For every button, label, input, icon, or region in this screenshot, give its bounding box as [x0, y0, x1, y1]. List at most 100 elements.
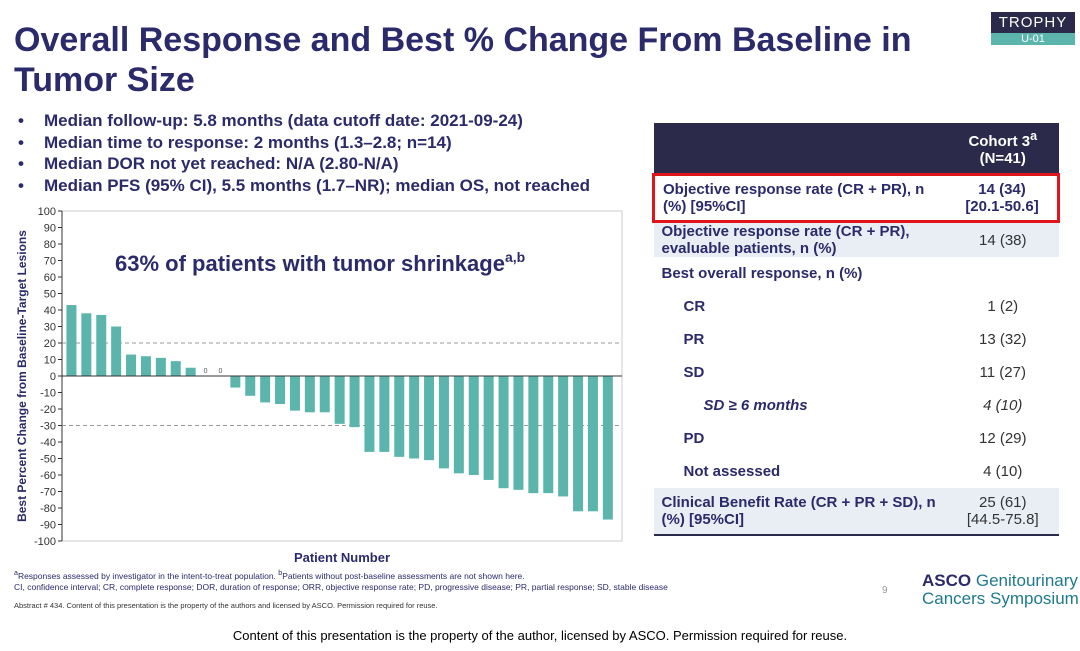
bar — [513, 376, 524, 490]
bar — [349, 376, 360, 428]
table-row: SD ≥ 6 months 4 (10) — [654, 389, 1059, 422]
y-tick-label: 30 — [44, 322, 56, 334]
bar — [185, 367, 196, 376]
cohort-label: Cohort 3 — [968, 133, 1031, 150]
bar — [155, 357, 166, 376]
asco-line2: Cancers Symposium — [922, 589, 1079, 608]
bar — [111, 326, 122, 376]
slide-title: Overall Response and Best % Change From … — [14, 21, 912, 99]
row-value: 11 (27) — [947, 356, 1059, 389]
footer: Content of this presentation is the prop… — [232, 628, 848, 643]
bar — [260, 376, 271, 403]
row-label: PD — [683, 430, 705, 447]
bullet: Median time to response: 2 months (1.3–2… — [18, 132, 590, 154]
table-row: PD 12 (29) — [654, 422, 1059, 455]
bar — [319, 376, 330, 413]
row-label: Clinical Benefit Rate (CR + PR + SD), n … — [653, 488, 947, 536]
y-tick-label: 50 — [44, 289, 56, 301]
row-value: 14 (34) [20.1-50.6] — [947, 173, 1060, 223]
asco-line1: Genitourinary — [975, 571, 1078, 590]
value: 4 (10) — [983, 463, 1023, 480]
y-tick-label: -30 — [40, 421, 56, 433]
footnotes: aResponses assessed by investigator in t… — [14, 568, 668, 593]
bar — [170, 361, 181, 376]
bar — [394, 376, 405, 457]
row-label: CR — [683, 298, 706, 315]
footnote-line: aResponses assessed by investigator in t… — [14, 568, 668, 582]
x-axis-label: Patient Number — [294, 550, 390, 565]
value: 12 (29) — [978, 430, 1027, 447]
row-label: SD — [683, 364, 705, 381]
row-label: Best overall response, n (%) — [661, 265, 863, 282]
y-tick-label: -10 — [40, 388, 56, 400]
header-cell: Cohort 3a (N=41) — [947, 123, 1059, 175]
row-label: Not assessed — [683, 463, 781, 480]
bar — [453, 376, 464, 474]
y-tick-label: 100 — [38, 206, 56, 218]
bar — [528, 376, 539, 494]
superscript: b — [278, 569, 283, 577]
superscript: a — [1030, 129, 1038, 143]
bar — [379, 376, 390, 452]
bullet: Median DOR not yet reached: N/A (2.80-N/… — [18, 153, 590, 175]
table-row: Best overall response, n (%) — [654, 257, 1059, 290]
bullet: Median follow-up: 5.8 months (data cutof… — [18, 110, 590, 132]
y-axis-label: Best Percent Change from Baseline-Target… — [15, 230, 29, 522]
table-row: Clinical Benefit Rate (CR + PR + SD), n … — [653, 488, 1059, 536]
abbreviations: CI, confidence interval; CR, complete re… — [14, 581, 668, 592]
confidence-interval: [20.1-50.6] — [965, 198, 1039, 215]
y-tick-label: -100 — [34, 536, 56, 548]
bar — [424, 376, 435, 461]
y-tick-label: 20 — [44, 338, 56, 350]
logo-name: TROPHY — [991, 12, 1075, 33]
y-tick-label: 40 — [44, 305, 56, 317]
y-tick-label: 10 — [44, 355, 56, 367]
bar — [140, 356, 151, 376]
table-row: CR 1 (2) — [654, 290, 1059, 323]
y-tick-label: 90 — [44, 223, 56, 235]
y-tick-label: -70 — [40, 487, 56, 499]
bar — [230, 376, 241, 388]
y-tick-label: -80 — [40, 503, 56, 515]
table-row: SD 11 (27) — [654, 356, 1059, 389]
bar — [66, 305, 77, 376]
y-tick-label: 80 — [44, 239, 56, 251]
y-tick-label: 0 — [50, 371, 56, 383]
footnote: Patients without post-baseline assessmen… — [282, 570, 525, 581]
asco-brand: ASCO — [922, 571, 972, 590]
y-tick-label: -20 — [40, 404, 56, 416]
abstract-note: Abstract # 434. Content of this presenta… — [14, 601, 438, 610]
value: 14 (38) — [978, 231, 1027, 249]
value: 11 (27) — [979, 364, 1026, 381]
y-tick-label: -50 — [40, 454, 56, 466]
row-label: Objective response rate (CR + PR), n (%)… — [652, 173, 947, 223]
bar — [558, 376, 569, 497]
bar — [289, 376, 300, 411]
bar — [438, 376, 449, 469]
value: 1 (2) — [987, 298, 1019, 315]
table-header: Cohort 3a (N=41) — [653, 123, 1059, 175]
confidence-interval: [44.5-75.8] — [966, 511, 1039, 528]
bar — [304, 376, 315, 413]
row-value: 4 (10) — [947, 455, 1059, 488]
data-label: 0 — [218, 368, 222, 375]
superscript: a — [14, 569, 18, 577]
bar — [483, 376, 494, 480]
bar — [275, 376, 286, 405]
table-row: Objective response rate (CR + PR), evalu… — [653, 221, 1059, 257]
bullet-list: Median follow-up: 5.8 months (data cutof… — [18, 110, 590, 196]
table-row: PR 13 (32) — [654, 323, 1059, 356]
bar — [573, 376, 584, 512]
row-value: 4 (10) — [947, 389, 1059, 422]
row-label: SD ≥ 6 months — [703, 397, 808, 414]
bar — [602, 376, 613, 520]
data-label: 0 — [204, 368, 208, 375]
bar — [245, 376, 256, 396]
response-table: Cohort 3a (N=41) Objective response rate … — [652, 123, 1060, 536]
bar — [81, 313, 92, 376]
table-row: Objective response rate (CR + PR), n (%)… — [652, 173, 1060, 223]
footnote: Responses assessed by investigator in th… — [17, 570, 279, 581]
bar — [587, 376, 598, 512]
